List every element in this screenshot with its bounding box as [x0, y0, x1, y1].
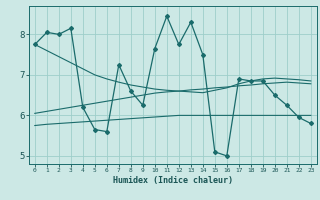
X-axis label: Humidex (Indice chaleur): Humidex (Indice chaleur) — [113, 176, 233, 185]
